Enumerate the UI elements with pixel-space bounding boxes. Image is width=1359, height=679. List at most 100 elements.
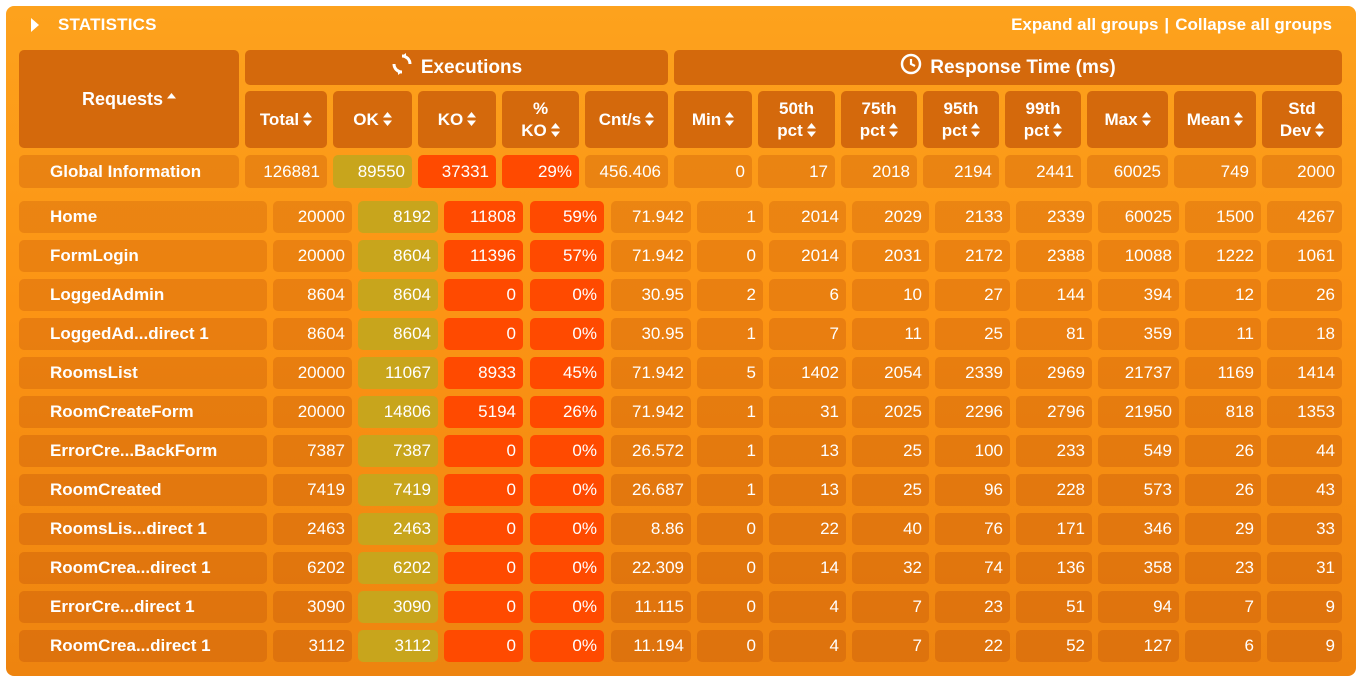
mean-header-label: Mean xyxy=(1186,109,1231,129)
global-75th-pct-value: 2018 xyxy=(841,155,917,188)
min-column-header[interactable]: Min xyxy=(674,91,752,148)
request-total-value: 20000 xyxy=(273,201,352,233)
request-total-value: 7419 xyxy=(273,474,352,506)
ko-column-header[interactable]: KO xyxy=(418,91,496,148)
request-75th-pct-value: 2031 xyxy=(852,240,929,272)
request-50th-pct-value: 6 xyxy=(769,279,846,311)
sort-arrows-icon[interactable] xyxy=(645,111,655,126)
request-row-name[interactable]: LoggedAdmin xyxy=(19,279,267,311)
link-separator: | xyxy=(1164,15,1170,34)
95th-pct-header-line-2: pct xyxy=(942,120,981,142)
sort-arrows-icon[interactable] xyxy=(806,123,816,138)
request-50th-pct-value: 14 xyxy=(769,552,846,584)
collapse-all-groups-link[interactable]: Collapse all groups xyxy=(1175,15,1332,34)
request-75th-pct-value: 10 xyxy=(852,279,929,311)
std-dev-column-header[interactable]: Std Dev xyxy=(1262,91,1342,148)
global-information-name[interactable]: Global Information xyxy=(19,155,239,188)
cnt-s-column-header[interactable]: Cnt/s xyxy=(585,91,668,148)
requests-column-header[interactable]: Requests xyxy=(19,50,239,148)
sort-arrows-icon[interactable] xyxy=(1234,111,1244,126)
request-row-name[interactable]: Home xyxy=(19,201,267,233)
request-pct-ko-value: 59% xyxy=(530,201,604,233)
request-mean-value: 26 xyxy=(1185,435,1261,467)
request-ko-value: 0 xyxy=(444,279,523,311)
request-row-name[interactable]: ErrorCre...direct 1 xyxy=(19,591,267,623)
95th-pct-column-header[interactable]: 95th pct xyxy=(923,91,999,148)
request-pct-ko-value: 0% xyxy=(530,435,604,467)
request-99th-pct-value: 171 xyxy=(1016,513,1092,545)
50th-pct-column-header[interactable]: 50th pct xyxy=(758,91,835,148)
request-mean-value: 1222 xyxy=(1185,240,1261,272)
total-column-header[interactable]: Total xyxy=(245,91,327,148)
request-std-dev-value: 43 xyxy=(1267,474,1342,506)
request-max-value: 359 xyxy=(1098,318,1179,350)
sort-arrows-icon[interactable] xyxy=(1053,123,1063,138)
ok-column-header[interactable]: OK xyxy=(333,91,412,148)
request-row-name[interactable]: RoomCreated xyxy=(19,474,267,506)
sort-arrows-icon[interactable] xyxy=(467,111,477,126)
request-row-name[interactable]: ErrorCre...BackForm xyxy=(19,435,267,467)
request-ko-value: 0 xyxy=(444,318,523,350)
refresh-icon xyxy=(391,52,413,81)
request-ko-value: 0 xyxy=(444,630,523,662)
request-std-dev-value: 18 xyxy=(1267,318,1342,350)
request-min-value: 0 xyxy=(697,591,763,623)
request-mean-value: 26 xyxy=(1185,474,1261,506)
sort-ascending-icon[interactable] xyxy=(167,91,177,105)
request-ko-value: 11808 xyxy=(444,201,523,233)
request-total-value: 3090 xyxy=(273,591,352,623)
request-95th-pct-value: 74 xyxy=(935,552,1010,584)
request-row-name[interactable]: RoomCreateForm xyxy=(19,396,267,428)
request-cnt-s-value: 26.687 xyxy=(611,474,691,506)
sort-arrows-icon[interactable] xyxy=(971,123,981,138)
sort-arrows-icon[interactable] xyxy=(303,111,313,126)
50th-pct-header-label: 50th pct xyxy=(777,98,816,142)
sort-arrows-icon[interactable] xyxy=(1141,111,1151,126)
pct-ko-header-line-1: % xyxy=(532,98,549,118)
request-pct-ko-value: 0% xyxy=(530,552,604,584)
expand-all-groups-link[interactable]: Expand all groups xyxy=(1011,15,1159,34)
ok-header-label: OK xyxy=(353,109,379,129)
cnt-s-header-label: Cnt/s xyxy=(598,109,642,129)
request-99th-pct-value: 52 xyxy=(1016,630,1092,662)
sort-arrows-icon[interactable] xyxy=(725,111,735,126)
request-ok-value: 7419 xyxy=(358,474,438,506)
max-column-header[interactable]: Max xyxy=(1087,91,1168,148)
request-row-name[interactable]: RoomsList xyxy=(19,357,267,389)
request-99th-pct-value: 228 xyxy=(1016,474,1092,506)
sort-arrows-icon[interactable] xyxy=(382,111,392,126)
request-50th-pct-value: 13 xyxy=(769,474,846,506)
request-ok-value: 8604 xyxy=(358,318,438,350)
request-min-value: 1 xyxy=(697,435,763,467)
request-95th-pct-value: 2339 xyxy=(935,357,1010,389)
request-row-name[interactable]: LoggedAd...direct 1 xyxy=(19,318,267,350)
request-ok-value: 8604 xyxy=(358,279,438,311)
request-cnt-s-value: 11.194 xyxy=(611,630,691,662)
request-pct-ko-value: 0% xyxy=(530,630,604,662)
request-std-dev-value: 4267 xyxy=(1267,201,1342,233)
request-ko-value: 0 xyxy=(444,513,523,545)
mean-column-header[interactable]: Mean xyxy=(1174,91,1256,148)
50th-pct-header-line-2: pct xyxy=(777,120,816,142)
expand-triangle-icon[interactable] xyxy=(31,18,39,32)
request-mean-value: 11 xyxy=(1185,318,1261,350)
request-row-name[interactable]: RoomsLis...direct 1 xyxy=(19,513,267,545)
request-ko-value: 8933 xyxy=(444,357,523,389)
global-min-value: 0 xyxy=(674,155,752,188)
95th-pct-header-label: 95th pct xyxy=(942,98,981,142)
sort-arrows-icon[interactable] xyxy=(889,123,899,138)
99th-pct-column-header[interactable]: 99th pct xyxy=(1005,91,1081,148)
75th-pct-column-header[interactable]: 75th pct xyxy=(841,91,917,148)
request-row-name[interactable]: FormLogin xyxy=(19,240,267,272)
pct-ko-column-header[interactable]: % KO xyxy=(502,91,579,148)
request-row-name[interactable]: RoomCrea...direct 1 xyxy=(19,552,267,584)
sort-arrows-icon[interactable] xyxy=(550,123,560,138)
request-95th-pct-value: 22 xyxy=(935,630,1010,662)
request-ko-value: 11396 xyxy=(444,240,523,272)
sort-arrows-icon[interactable] xyxy=(1315,123,1325,138)
request-ok-value: 3112 xyxy=(358,630,438,662)
request-std-dev-value: 1353 xyxy=(1267,396,1342,428)
request-max-value: 21950 xyxy=(1098,396,1179,428)
request-row-name[interactable]: RoomCrea...direct 1 xyxy=(19,630,267,662)
95th-pct-header-line-1: 95th xyxy=(943,98,979,118)
